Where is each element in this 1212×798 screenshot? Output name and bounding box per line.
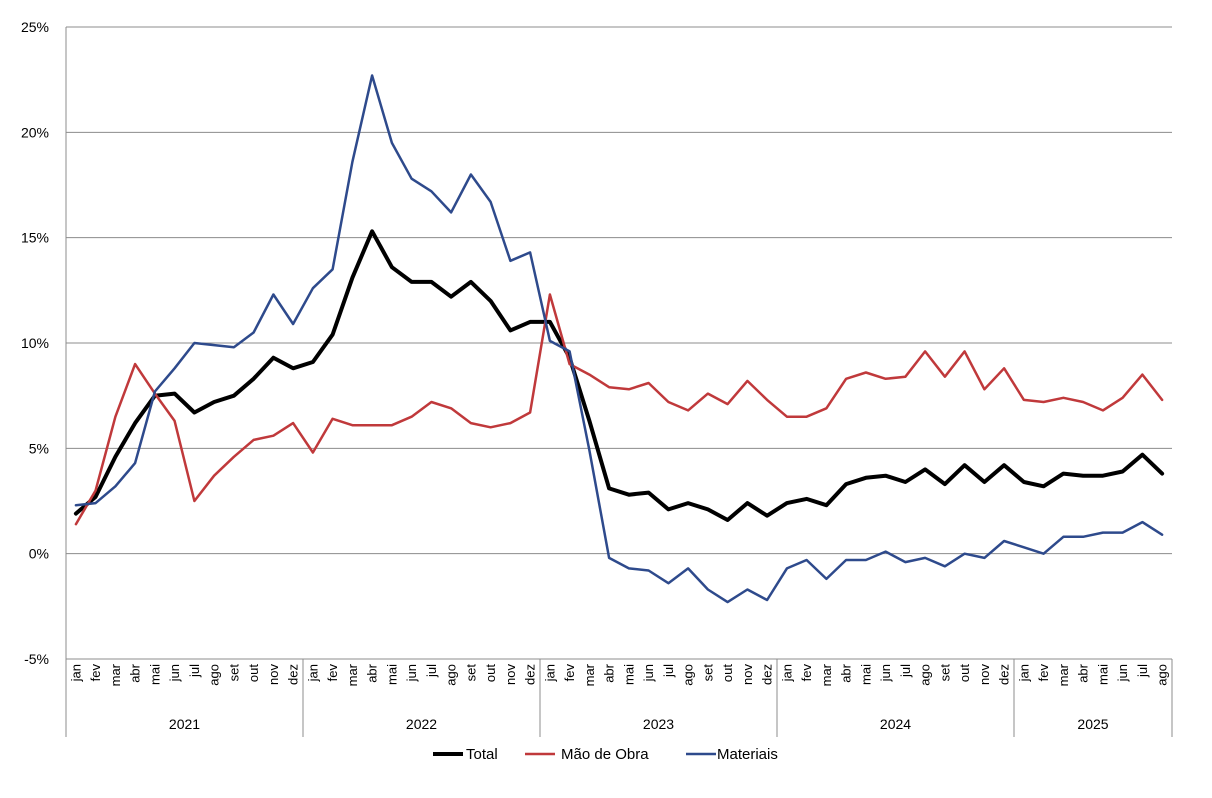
x-tick-label: fev <box>562 664 577 682</box>
x-tick-label: abr <box>839 663 854 682</box>
x-tick-label: mar <box>1056 663 1071 686</box>
x-tick-label: jan <box>305 664 320 682</box>
x-tick-label: nov <box>503 664 518 685</box>
series-lines <box>73 74 1165 604</box>
x-tick-label: jun <box>1115 664 1130 682</box>
x-tick-label: abr <box>365 663 380 682</box>
series-line-total <box>73 229 1165 522</box>
x-tick-label: mai <box>858 664 873 685</box>
x-tick-label: abr <box>128 663 143 682</box>
x-tick-label: fev <box>1036 664 1051 682</box>
x-tick-label: mar <box>108 663 123 686</box>
legend-label: Materiais <box>717 746 778 763</box>
year-label: 2021 <box>169 716 200 732</box>
x-tick-label: out <box>483 664 498 682</box>
x-tick-label: ago <box>918 664 933 686</box>
legend-label: Mão de Obra <box>561 746 649 763</box>
x-tick-label: nov <box>977 664 992 685</box>
y-tick-label: -5% <box>24 651 49 667</box>
x-tick-label: jun <box>167 664 182 682</box>
y-tick-label: 15% <box>21 230 49 246</box>
x-tick-label: ago <box>207 664 222 686</box>
year-label: 2025 <box>1077 716 1108 732</box>
legend: Total Mão de Obra Materiais <box>433 746 778 763</box>
y-tick-label: 5% <box>29 440 49 456</box>
x-tick-label: ago <box>681 664 696 686</box>
x-axis-year-labels: 2021 2022 2023 2024 2025 <box>169 716 1109 732</box>
x-tick-label: mai <box>384 664 399 685</box>
year-label: 2023 <box>643 716 674 732</box>
x-tick-label: jan <box>1016 664 1031 682</box>
x-tick-label: jul <box>898 664 913 678</box>
x-tick-label: out <box>246 664 261 682</box>
x-tick-label: fev <box>88 664 103 682</box>
x-tick-label: jul <box>187 664 202 678</box>
y-tick-label: 25% <box>21 19 49 35</box>
x-tick-label: mar <box>345 663 360 686</box>
y-tick-label: 20% <box>21 124 49 140</box>
x-axis-month-labels: jan fev mar abr mai jun jul ago set out nov dez jan f… <box>68 663 1169 686</box>
x-tick-label: fev <box>325 664 340 682</box>
x-tick-label: out <box>957 664 972 682</box>
x-tick-label: jul <box>1135 664 1150 678</box>
x-tick-label: dez <box>997 664 1012 685</box>
legend-label: Total <box>466 746 498 763</box>
series-line-materiais <box>74 74 1164 604</box>
x-tick-label: set <box>937 664 952 682</box>
gridlines <box>66 26 1172 660</box>
x-tick-label: nov <box>740 664 755 685</box>
x-tick-label: dez <box>523 664 538 685</box>
x-tick-label: ago <box>444 664 459 686</box>
x-tick-label: set <box>463 664 478 682</box>
x-tick-label: fev <box>799 664 814 682</box>
x-tick-label: jul <box>424 664 439 678</box>
axes <box>65 27 1173 737</box>
x-tick-label: out <box>720 664 735 682</box>
x-tick-label: mai <box>1095 664 1110 685</box>
x-tick-label: mar <box>582 663 597 686</box>
y-tick-label: 10% <box>21 335 49 351</box>
x-tick-label: jan <box>68 664 83 682</box>
x-tick-label: jun <box>404 664 419 682</box>
x-tick-label: nov <box>266 664 281 685</box>
x-tick-label: jan <box>779 664 794 682</box>
x-tick-label: abr <box>602 663 617 682</box>
x-tick-label: dez <box>286 664 301 685</box>
y-tick-label: 0% <box>29 546 49 562</box>
x-tick-label: jun <box>878 664 893 682</box>
x-tick-label: mai <box>621 664 636 685</box>
y-axis-tick-labels: -5% 0% 5% 10% 15% 20% 25% <box>21 19 49 667</box>
x-tick-label: dez <box>760 664 775 685</box>
x-tick-label: ago <box>1155 664 1170 686</box>
year-label: 2022 <box>406 716 437 732</box>
x-tick-label: abr <box>1076 663 1091 682</box>
x-tick-label: mar <box>819 663 834 686</box>
year-label: 2024 <box>880 716 911 732</box>
x-tick-label: jul <box>661 664 676 678</box>
x-tick-label: jun <box>641 664 656 682</box>
x-tick-label: jan <box>542 664 557 682</box>
x-tick-label: set <box>700 664 715 682</box>
x-tick-label: set <box>226 664 241 682</box>
x-tick-label: mai <box>147 664 162 685</box>
series-line-m-o-de-obra <box>74 293 1164 526</box>
